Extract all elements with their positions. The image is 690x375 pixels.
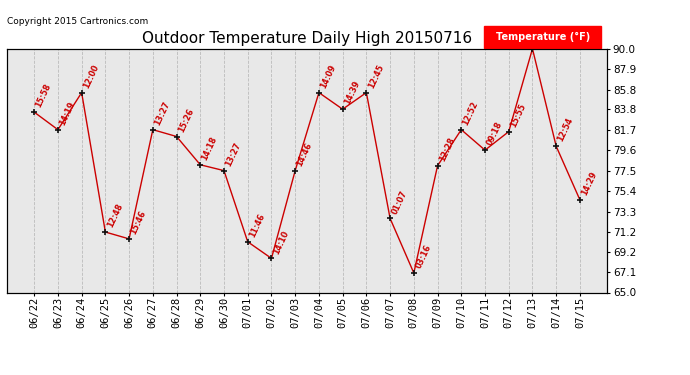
Text: 12:00: 12:00 [81,63,101,90]
Text: 14:19: 14:19 [58,100,77,127]
Text: 15:58: 15:58 [34,82,53,109]
Text: 13:27: 13:27 [152,100,172,127]
Text: 12:54: 12:54 [556,117,575,143]
Text: 03:16: 03:16 [414,243,433,270]
Text: Temperature (°F): Temperature (°F) [495,32,590,42]
Title: Outdoor Temperature Daily High 20150716: Outdoor Temperature Daily High 20150716 [142,31,472,46]
Text: 11:46: 11:46 [248,212,266,239]
Text: 14:09: 14:09 [319,63,337,90]
Text: 12:45: 12:45 [366,63,385,90]
Text: 12:48: 12:48 [106,202,124,229]
Text: 14:39: 14:39 [343,80,362,106]
Text: Copyright 2015 Cartronics.com: Copyright 2015 Cartronics.com [7,17,148,26]
Text: 14:10: 14:10 [271,229,290,255]
Text: 12:28: 12:28 [437,136,457,163]
Text: 14:46: 14:46 [295,141,314,168]
Text: 14:18: 14:18 [200,135,219,162]
Text: 09:18: 09:18 [485,120,504,147]
Text: 15:46: 15:46 [129,209,148,236]
Text: 15:55: 15:55 [509,102,528,129]
Text: 12:52: 12:52 [462,100,480,127]
Text: 14:29: 14:29 [580,170,599,197]
Text: 15:26: 15:26 [177,107,195,134]
Bar [484,26,601,48]
Text: 01:07: 01:07 [390,189,409,216]
Text: 13:27: 13:27 [224,141,243,168]
